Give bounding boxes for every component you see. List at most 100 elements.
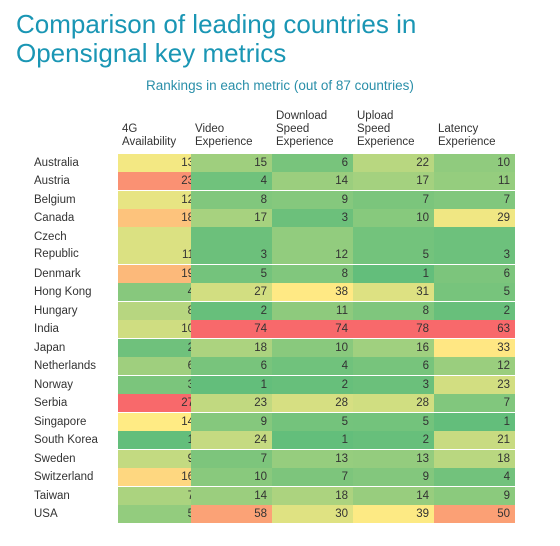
heatmap-cell: 13	[272, 449, 353, 468]
heatmap-cell: 74	[272, 320, 353, 338]
heatmap-cell: 8	[191, 190, 272, 209]
heatmap-cell: 7	[272, 468, 353, 486]
heatmap-cell: 13	[353, 449, 434, 468]
heatmap-cell: 28	[353, 394, 434, 412]
heatmap-cell: 4	[191, 172, 272, 190]
heatmap-cell: 9	[191, 412, 272, 431]
heatmap-cell: 27	[191, 283, 272, 301]
heatmap-cell: 5	[353, 412, 434, 431]
heatmap-cell: 17	[353, 172, 434, 190]
heatmap-cell: 21	[434, 431, 515, 449]
heatmap-cell: 12	[272, 246, 353, 264]
heatmap-cell: 38	[272, 283, 353, 301]
heatmap-cell: 10	[191, 468, 272, 486]
chart-subtitle: Rankings in each metric (out of 87 count…	[146, 78, 414, 93]
heatmap-cell: 1	[272, 431, 353, 449]
row-label: Netherlands	[34, 360, 97, 372]
heatmap-cell: 18	[434, 449, 515, 468]
heatmap-cell: 9	[118, 449, 199, 468]
heatmap-cell: 14	[353, 486, 434, 505]
heatmap-cell: 5	[434, 283, 515, 301]
heatmap-cell: 1	[353, 264, 434, 283]
row-label: Austria	[34, 175, 70, 187]
heatmap-cell: 11	[272, 301, 353, 320]
heatmap-cell: 3	[434, 246, 515, 264]
row-label: Serbia	[34, 397, 68, 409]
heatmap-cell: 23	[118, 172, 199, 190]
heatmap-cell: 29	[434, 209, 515, 227]
heatmap-cell: 7	[353, 190, 434, 209]
row-label: Hungary	[34, 304, 78, 317]
heatmap-cell: 4	[118, 283, 199, 301]
heatmap-cell: 14	[191, 486, 272, 505]
heatmap-cell-fill	[118, 227, 199, 246]
heatmap-cell: 5	[272, 412, 353, 431]
row-label: India	[34, 323, 59, 335]
heatmap-cell-fill	[353, 227, 434, 246]
heatmap-cell: 14	[118, 412, 199, 431]
row-label: Czech Republic	[34, 231, 79, 260]
column-header: Upload Speed Experience	[357, 110, 415, 148]
heatmap-cell: 2	[191, 301, 272, 320]
heatmap-cell: 7	[191, 449, 272, 468]
row-label: Hong Kong	[34, 286, 92, 298]
heatmap-cell: 11	[434, 172, 515, 190]
heatmap-cell: 4	[434, 468, 515, 486]
row-label: Canada	[34, 212, 75, 224]
heatmap-cell: 6	[272, 153, 353, 172]
row-label: Australia	[34, 156, 79, 169]
heatmap-cell: 23	[434, 375, 515, 394]
row-label: USA	[34, 508, 58, 520]
heatmap-cell: 30	[272, 505, 353, 523]
row-label: Belgium	[34, 193, 76, 206]
heatmap-cell: 3	[191, 246, 272, 264]
heatmap-cell: 8	[118, 301, 199, 320]
heatmap-cell: 74	[191, 320, 272, 338]
heatmap-cell: 5	[353, 246, 434, 264]
heatmap-cell: 10	[272, 338, 353, 357]
heatmap-cell: 10	[353, 209, 434, 227]
heatmap-cell: 11	[118, 246, 199, 264]
heatmap-cell: 15	[191, 153, 272, 172]
heatmap-cell: 23	[191, 394, 272, 412]
heatmap-cell: 6	[434, 264, 515, 283]
heatmap-cell: 9	[434, 486, 515, 505]
heatmap-cell: 58	[191, 505, 272, 523]
heatmap-cell: 39	[353, 505, 434, 523]
column-header: Latency Experience	[438, 123, 496, 148]
heatmap-cell: 10	[118, 320, 199, 338]
row-label: Sweden	[34, 452, 76, 465]
heatmap-cell: 63	[434, 320, 515, 338]
chart-title: Comparison of leading countries in Opens…	[16, 9, 417, 68]
column-header: 4G Availability	[122, 123, 177, 148]
row-label: Norway	[34, 378, 73, 391]
heatmap-cell: 16	[118, 468, 199, 486]
heatmap-cell: 3	[118, 375, 199, 394]
heatmap-cell: 5	[118, 505, 199, 523]
heatmap-cell: 16	[353, 338, 434, 357]
column-header: Download Speed Experience	[276, 110, 334, 148]
heatmap-cell: 7	[118, 486, 199, 505]
heatmap-cell: 4	[272, 357, 353, 375]
heatmap-cell: 78	[353, 320, 434, 338]
row-label: Japan	[34, 341, 66, 354]
heatmap-cell: 8	[272, 264, 353, 283]
heatmap-cell: 7	[434, 190, 515, 209]
heatmap-cell: 2	[353, 431, 434, 449]
heatmap-cell: 24	[191, 431, 272, 449]
heatmap-cell: 8	[353, 301, 434, 320]
heatmap-cell: 18	[272, 486, 353, 505]
heatmap-cell: 19	[118, 264, 199, 283]
heatmap-cell: 1	[434, 412, 515, 431]
heatmap-cell: 5	[191, 264, 272, 283]
heatmap-cell: 1	[191, 375, 272, 394]
heatmap-cell: 18	[191, 338, 272, 357]
row-label: South Korea	[34, 434, 98, 446]
heatmap-cell: 1	[118, 431, 199, 449]
column-header: Video Experience	[195, 123, 253, 148]
heatmap-cell: 17	[191, 209, 272, 227]
row-label: Denmark	[34, 267, 81, 280]
heatmap-cell: 12	[118, 190, 199, 209]
heatmap-cell: 6	[118, 357, 199, 375]
heatmap-cell: 31	[353, 283, 434, 301]
